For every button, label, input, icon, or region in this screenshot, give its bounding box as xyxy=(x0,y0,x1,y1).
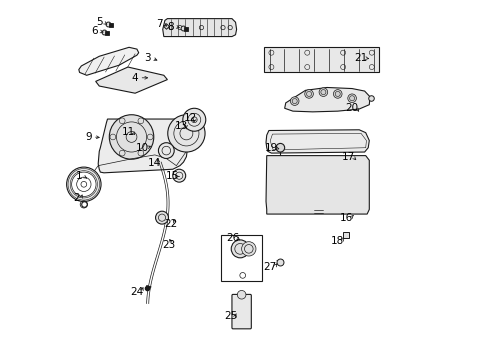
Circle shape xyxy=(72,172,96,197)
Circle shape xyxy=(167,115,204,152)
Circle shape xyxy=(237,291,245,299)
Circle shape xyxy=(155,211,168,224)
Text: 9: 9 xyxy=(85,132,92,142)
Text: 24: 24 xyxy=(130,287,143,297)
Text: 8: 8 xyxy=(167,22,174,32)
Text: 2: 2 xyxy=(73,193,80,203)
Circle shape xyxy=(231,240,249,258)
Text: 6: 6 xyxy=(91,26,98,36)
Text: 1: 1 xyxy=(76,171,82,181)
Text: 3: 3 xyxy=(144,53,151,63)
Text: 12: 12 xyxy=(183,113,197,123)
Circle shape xyxy=(290,97,298,105)
Circle shape xyxy=(276,143,284,152)
Polygon shape xyxy=(265,130,368,153)
Text: 21: 21 xyxy=(354,53,367,63)
Polygon shape xyxy=(96,67,167,93)
Text: 5: 5 xyxy=(96,17,102,27)
Text: 14: 14 xyxy=(147,158,161,168)
Circle shape xyxy=(172,169,185,182)
Circle shape xyxy=(66,167,101,202)
Circle shape xyxy=(109,115,153,159)
Text: 20: 20 xyxy=(345,103,358,113)
Circle shape xyxy=(158,143,174,158)
Polygon shape xyxy=(79,47,139,75)
Circle shape xyxy=(183,108,205,131)
Polygon shape xyxy=(163,19,236,37)
Text: 13: 13 xyxy=(175,121,188,131)
Circle shape xyxy=(304,90,313,98)
Polygon shape xyxy=(98,119,190,173)
Polygon shape xyxy=(265,156,368,214)
Circle shape xyxy=(347,94,356,103)
Bar xyxy=(221,235,262,281)
FancyBboxPatch shape xyxy=(231,294,251,329)
Text: 18: 18 xyxy=(330,236,344,246)
Circle shape xyxy=(319,88,327,96)
Text: 15: 15 xyxy=(165,171,178,181)
Text: 4: 4 xyxy=(132,73,138,83)
Text: 23: 23 xyxy=(162,239,176,249)
Text: 22: 22 xyxy=(164,219,177,229)
Text: 7: 7 xyxy=(156,19,162,29)
Text: 26: 26 xyxy=(226,233,239,243)
Polygon shape xyxy=(284,87,369,112)
Text: 27: 27 xyxy=(263,262,276,272)
Circle shape xyxy=(241,242,255,256)
Text: 11: 11 xyxy=(121,127,134,136)
Text: 25: 25 xyxy=(224,311,237,321)
Text: 19: 19 xyxy=(264,143,278,153)
Text: 17: 17 xyxy=(341,152,354,162)
Text: 16: 16 xyxy=(339,213,353,222)
Text: 10: 10 xyxy=(136,143,148,153)
Polygon shape xyxy=(264,47,378,72)
Circle shape xyxy=(333,90,341,98)
